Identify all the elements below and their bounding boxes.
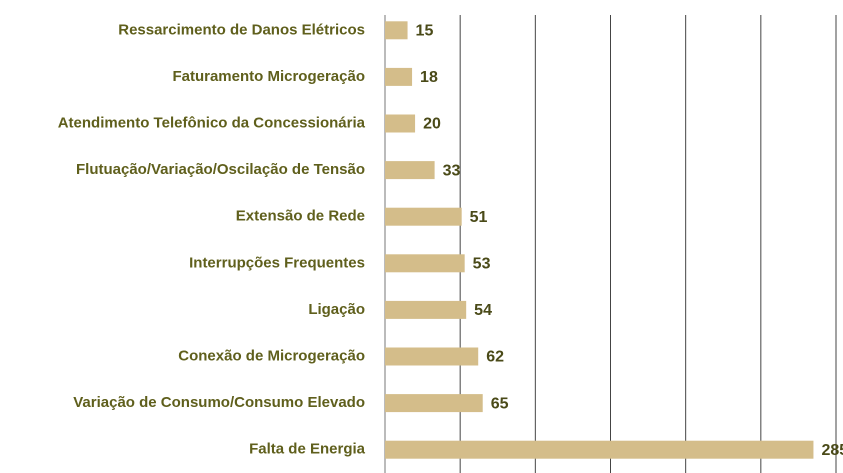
- bar: [385, 207, 462, 226]
- value-label: 20: [423, 116, 441, 133]
- value-label: 53: [473, 256, 491, 273]
- bar: [385, 347, 479, 366]
- category-label: Variação de Consumo/Consumo Elevado: [73, 394, 365, 411]
- bar: [385, 67, 413, 86]
- category-label: Atendimento Telefônico da Concessionária: [58, 114, 366, 131]
- bar: [385, 254, 465, 273]
- value-label: 18: [420, 69, 438, 86]
- bar: [385, 440, 814, 459]
- bar: [385, 114, 416, 133]
- value-label: 54: [474, 302, 492, 319]
- category-label: Flutuação/Variação/Oscilação de Tensão: [76, 161, 365, 178]
- value-label: 285: [821, 442, 843, 459]
- category-label: Falta de Energia: [249, 441, 366, 458]
- value-label: 62: [486, 349, 504, 366]
- value-label: 15: [416, 23, 434, 40]
- category-label: Conexão de Microgeração: [178, 347, 365, 364]
- category-label: Faturamento Microgeração: [172, 68, 365, 85]
- category-label: Interrupções Frequentes: [189, 254, 365, 271]
- value-label: 51: [470, 209, 488, 226]
- bar: [385, 300, 467, 319]
- category-label: Extensão de Rede: [236, 208, 365, 225]
- bar: [385, 161, 435, 180]
- bar: [385, 21, 408, 40]
- bar: [385, 394, 483, 413]
- category-label: Ligação: [308, 301, 365, 318]
- value-label: 65: [491, 395, 509, 412]
- category-label: Ressarcimento de Danos Elétricos: [118, 21, 365, 38]
- value-label: 33: [443, 162, 461, 179]
